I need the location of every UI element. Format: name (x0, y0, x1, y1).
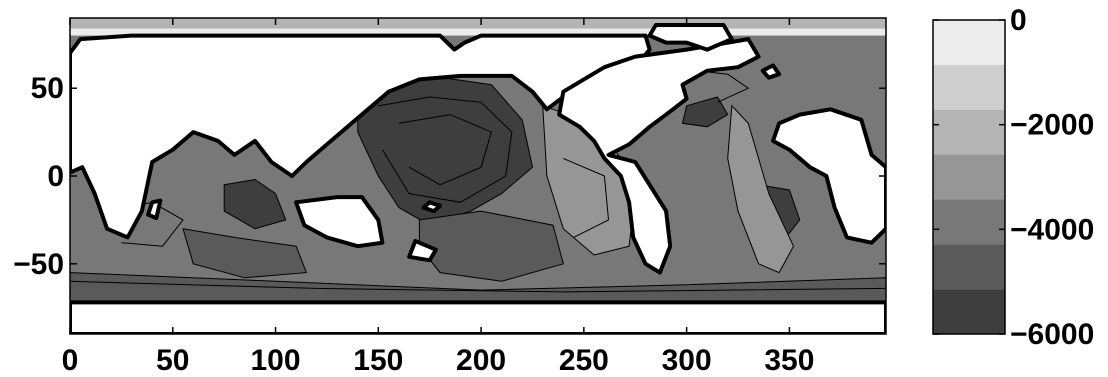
x-tick-label: 200 (456, 344, 506, 377)
colorbar-tick-label: −4000 (1010, 213, 1094, 246)
contour-line (378, 96, 513, 203)
y-tick-label: 0 (47, 160, 64, 193)
colorbar-segment (933, 20, 1005, 65)
pacific-deep-basin (357, 73, 534, 226)
land-new-zealand (407, 239, 438, 263)
contour-line (696, 70, 750, 103)
colorbar: 0 −2000 −4000 −6000 (932, 4, 1094, 351)
land-africa (771, 107, 886, 245)
atlantic-north-basin (681, 96, 729, 128)
indian-deep-basin (223, 178, 287, 230)
x-tick-label: 350 (764, 344, 814, 377)
land-antarctica (70, 300, 886, 334)
contour-line (563, 157, 610, 238)
x-tick-label: 0 (62, 344, 79, 377)
x-tick-label: 50 (156, 344, 189, 377)
colorbar-tick-label: 0 (1010, 4, 1027, 37)
plot-area (69, 17, 887, 335)
land-islands-north (760, 63, 782, 80)
colorbar-segment (933, 199, 1005, 245)
plot-content (70, 18, 886, 334)
arctic-band (70, 18, 886, 29)
colorbar-segment (933, 244, 1005, 290)
y-tick-label: −50 (13, 248, 64, 281)
land-greenland (647, 23, 734, 52)
arctic-shelf (70, 28, 886, 36)
atlantic-mid-ridge (727, 104, 795, 274)
land-north-america (557, 37, 761, 275)
contour-line (398, 114, 493, 186)
colorbar-frame (932, 19, 1006, 335)
colorbar-segment (933, 64, 1005, 110)
x-tick-label: 100 (251, 344, 301, 377)
colorbar-segment (933, 154, 1005, 200)
colorbar-tick-label: −2000 (1010, 109, 1094, 142)
y-tick-label: 50 (31, 72, 64, 105)
land-australia (294, 195, 385, 249)
indian-south-basin (182, 228, 308, 279)
x-tick-label: 300 (662, 344, 712, 377)
land-islands-pacific (421, 200, 442, 214)
land-eurasia (70, 33, 652, 240)
x-tick-label: 250 (559, 344, 609, 377)
y-axis: 50 0 −50 (13, 72, 886, 281)
colorbar-tick-label: −6000 (1010, 318, 1094, 351)
x-axis: 0 50 100 150 200 250 300 350 (62, 18, 814, 377)
colorbar-segment (933, 289, 1005, 334)
colorbar-segment (933, 109, 1005, 155)
x-tick-label: 150 (353, 344, 403, 377)
contour-line (70, 280, 886, 293)
land-madagascar (146, 198, 163, 221)
